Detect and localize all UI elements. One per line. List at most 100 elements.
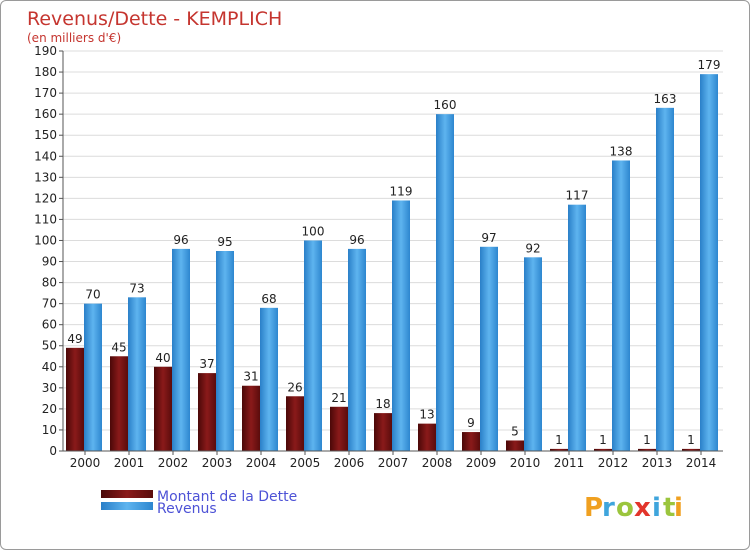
y-tick-label: 110 <box>34 212 57 226</box>
y-tick-label: 160 <box>34 107 57 121</box>
bar-revenus <box>524 257 542 451</box>
bar-revenus <box>84 303 102 451</box>
legend-label: Revenus <box>157 501 217 517</box>
data-label: 26 <box>287 380 302 394</box>
bar-revenus <box>568 204 586 451</box>
y-tick-label: 20 <box>42 402 57 416</box>
x-tick-label: 2014 <box>686 456 717 470</box>
bar-dette <box>374 413 392 451</box>
x-tick-label: 2008 <box>422 456 453 470</box>
data-label: 21 <box>331 391 346 405</box>
data-label: 13 <box>419 408 434 422</box>
bar-revenus <box>128 297 146 451</box>
y-tick-label: 140 <box>34 149 57 163</box>
y-axis: 0 10 20 30 40 50 60 70 80 90 100 110 120 130 140 150 160… <box>34 44 64 458</box>
logo-letter: r <box>602 493 615 523</box>
data-label: 37 <box>199 357 214 371</box>
data-label: 1 <box>555 433 563 447</box>
x-tick-label: 2002 <box>158 456 189 470</box>
bar-dette <box>638 448 656 451</box>
x-tick-label: 2005 <box>290 456 321 470</box>
y-tick-label: 150 <box>34 128 57 142</box>
data-label: 138 <box>610 144 633 158</box>
bar-revenus <box>480 246 498 451</box>
bar-revenus <box>216 251 234 451</box>
logo-letter: i <box>652 493 661 523</box>
y-tick-label: 60 <box>42 318 57 332</box>
logo-letter: t <box>663 493 675 523</box>
data-label: 1 <box>599 433 607 447</box>
bar-revenus <box>612 160 630 451</box>
x-tick-label: 2006 <box>334 456 365 470</box>
data-label: 179 <box>698 58 721 72</box>
data-label: 9 <box>467 416 475 430</box>
data-label: 40 <box>155 351 170 365</box>
x-tick-label: 2003 <box>202 456 233 470</box>
y-tick-label: 10 <box>42 423 57 437</box>
y-tick-label: 50 <box>42 339 57 353</box>
bars: 4970457340963795316826100219618119131609… <box>66 58 720 451</box>
y-tick-label: 120 <box>34 191 57 205</box>
bar-revenus <box>172 248 190 451</box>
y-tick-label: 180 <box>34 65 57 79</box>
x-tick-label: 2000 <box>70 456 101 470</box>
data-label: 92 <box>525 241 540 255</box>
y-tick-label: 80 <box>42 276 57 290</box>
x-axis: 2000 2001 2002 2003 2004 2005 2006 2007 2008 2009… <box>63 450 723 470</box>
data-label: 18 <box>375 397 390 411</box>
y-tick-label: 90 <box>42 255 57 269</box>
y-tick-label: 130 <box>34 170 57 184</box>
data-label: 68 <box>261 292 276 306</box>
data-label: 73 <box>129 281 144 295</box>
logo-letter: o <box>616 493 634 523</box>
data-label: 97 <box>481 231 496 245</box>
bar-revenus <box>656 107 674 451</box>
proxiti-logo: Pr o x i ti <box>584 493 683 523</box>
bar-revenus <box>260 307 278 451</box>
legend-swatch <box>101 490 153 498</box>
y-tick-label: 30 <box>42 381 57 395</box>
data-label: 1 <box>643 433 651 447</box>
x-tick-label: 2004 <box>246 456 277 470</box>
logo-letter: i <box>674 493 683 523</box>
bar-dette <box>418 423 436 451</box>
y-tick-label: 170 <box>34 86 57 100</box>
data-label: 49 <box>67 332 82 346</box>
x-tick-label: 2012 <box>598 456 629 470</box>
bar-dette <box>682 448 700 451</box>
y-tick-label: 0 <box>49 444 57 458</box>
bar-dette <box>506 440 524 451</box>
data-label: 70 <box>85 288 100 302</box>
bar-revenus <box>304 240 322 451</box>
data-label: 96 <box>173 233 188 247</box>
x-tick-label: 2009 <box>466 456 497 470</box>
bar-dette <box>110 356 128 451</box>
logo-letter: x <box>634 493 651 523</box>
data-label: 1 <box>687 433 695 447</box>
bar-dette <box>462 432 480 451</box>
x-tick-label: 2010 <box>510 456 541 470</box>
x-tick-label: 2013 <box>642 456 673 470</box>
logo-letter: P <box>584 493 603 523</box>
y-tick-label: 100 <box>34 233 57 247</box>
data-label: 117 <box>566 189 589 203</box>
y-tick-label: 190 <box>34 44 57 58</box>
data-label: 31 <box>243 370 258 384</box>
bar-dette <box>286 396 304 451</box>
bar-revenus <box>392 200 410 451</box>
bar-dette <box>594 448 612 451</box>
x-tick-label: 2001 <box>114 456 145 470</box>
x-tick-label: 2011 <box>554 456 585 470</box>
bar-revenus <box>348 248 366 451</box>
y-tick-label: 40 <box>42 360 57 374</box>
bar-dette <box>330 406 348 451</box>
data-label: 96 <box>349 233 364 247</box>
bar-dette <box>154 366 172 451</box>
bar-revenus <box>436 114 454 451</box>
chart-subtitle: (en milliers d'€) <box>27 31 121 45</box>
data-label: 95 <box>217 235 232 249</box>
bar-revenus <box>700 74 718 451</box>
